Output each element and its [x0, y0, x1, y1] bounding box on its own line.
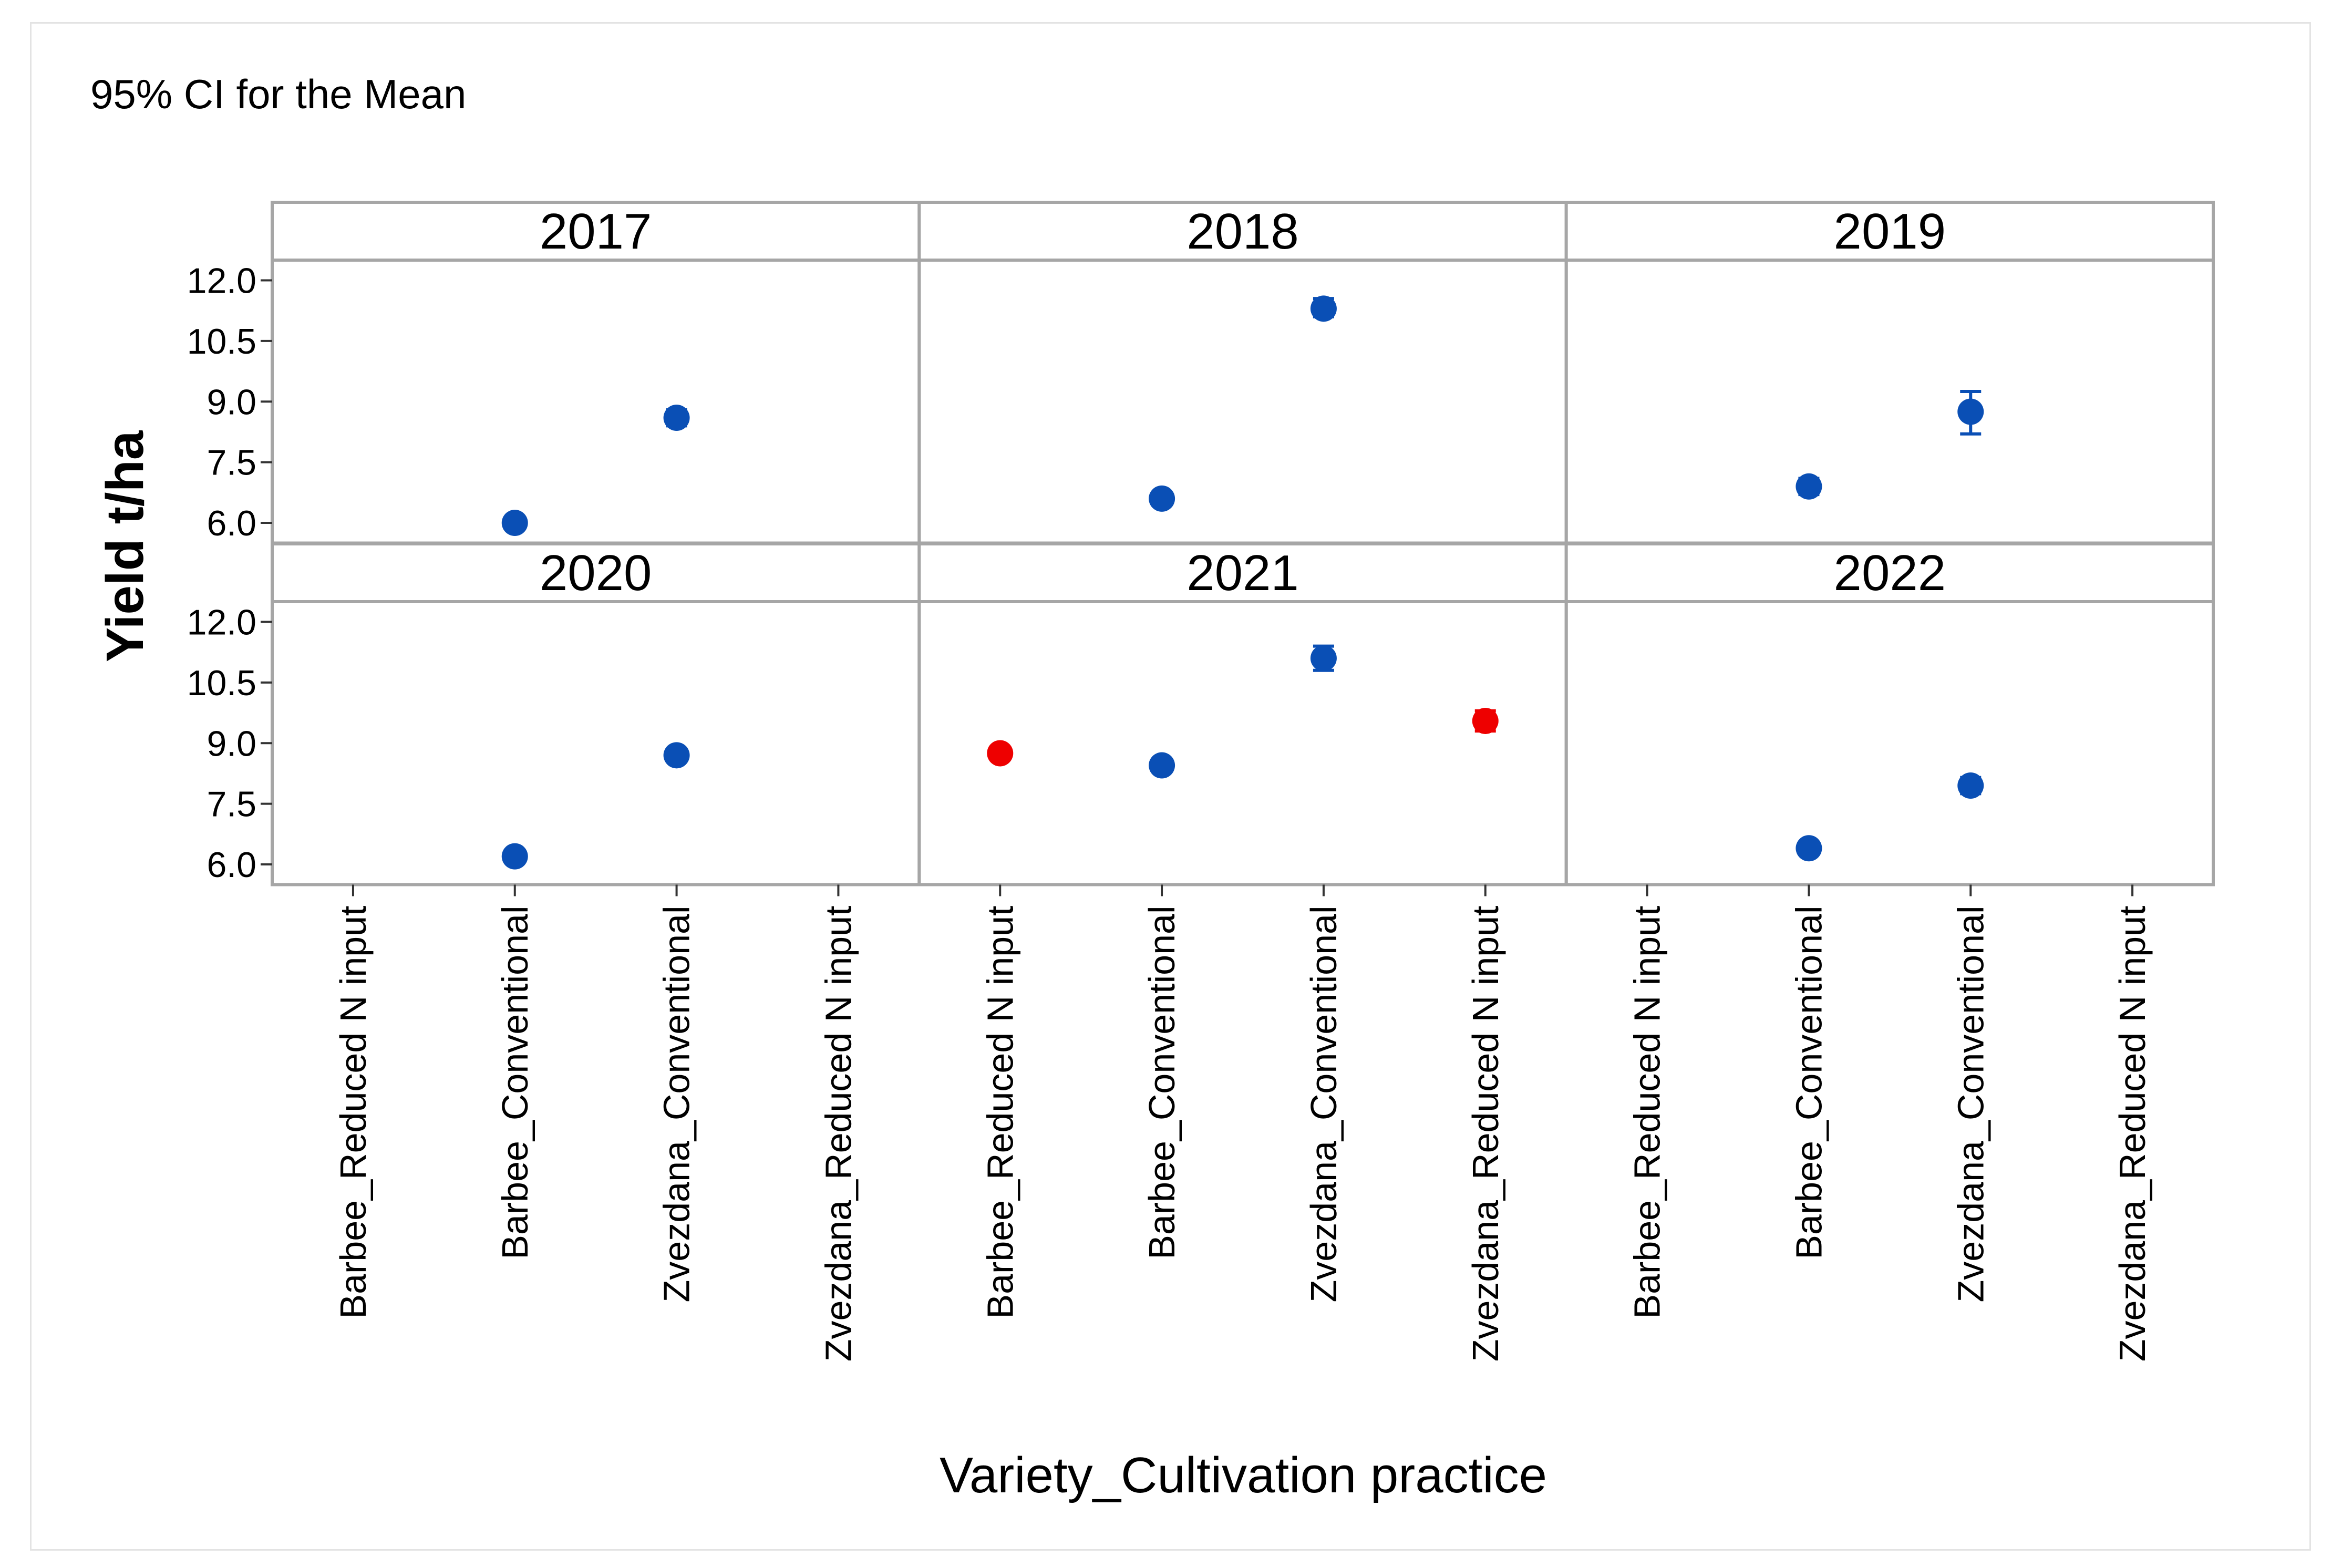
chart-title: 95% CI for the Mean	[90, 71, 466, 117]
mean-point	[501, 510, 528, 537]
panel-area	[917, 259, 1568, 545]
plot-layer: 2017 12.0 10.5 9.0 7.5 6.0 2018 2019 2020 12.0 10.…	[187, 201, 2215, 1362]
mean-point	[1149, 752, 1175, 779]
panel-strip	[1564, 201, 2215, 262]
x-tick-label: Barbee_Reduced N input	[979, 906, 1020, 1319]
panel-area	[1564, 600, 2215, 886]
mean-point	[663, 742, 690, 769]
panel-label: 2017	[540, 203, 652, 260]
panel-label: 2022	[1834, 545, 1946, 601]
y-tick-label: 7.5	[207, 785, 256, 824]
x-tick-label: Zvezdana_Conventional	[1950, 906, 1991, 1303]
mean-point	[501, 843, 528, 870]
y-tick-label: 12.0	[187, 602, 256, 642]
y-tick-label: 10.5	[187, 663, 256, 703]
x-tick-label: Zvezdana_Reduced N input	[1465, 906, 1506, 1362]
x-tick-label: Barbee_Reduced N input	[333, 906, 374, 1319]
mean-point	[1149, 485, 1175, 512]
mean-point	[1796, 835, 1822, 862]
mean-point	[1310, 645, 1337, 672]
y-tick-label: 9.0	[207, 724, 256, 764]
y-tick-label: 6.0	[207, 503, 256, 543]
mean-point	[1957, 772, 1984, 799]
panel-area	[271, 259, 921, 545]
y-tick-label: 6.0	[207, 845, 256, 885]
mean-point	[987, 740, 1014, 767]
y-tick-label: 7.5	[207, 443, 256, 483]
panel-area	[1564, 259, 2215, 545]
x-tick-label: Zvezdana_Conventional	[656, 906, 697, 1303]
x-tick-label: Barbee_Conventional	[1788, 906, 1829, 1260]
x-tick-label: Zvezdana_Reduced N input	[2112, 906, 2153, 1362]
x-tick-label: Barbee_Reduced N input	[1627, 906, 1668, 1319]
panel-label: 2019	[1834, 203, 1946, 260]
mean-point	[1796, 473, 1822, 500]
y-tick-label: 12.0	[187, 261, 256, 301]
x-tick-label: Zvezdana_Reduced N input	[818, 906, 859, 1362]
mean-point	[1472, 707, 1499, 734]
panel-strip	[1564, 542, 2215, 603]
mean-point	[1957, 398, 1984, 425]
panel-label: 2021	[1187, 545, 1299, 601]
x-tick-label: Barbee_Conventional	[1141, 906, 1182, 1260]
mean-point	[663, 405, 690, 431]
panel-label: 2020	[540, 545, 652, 601]
panel-area	[271, 600, 921, 886]
y-axis-label: Yield t/ha	[96, 430, 154, 662]
x-tick-label: Barbee_Conventional	[494, 906, 535, 1260]
panel-strip	[271, 201, 921, 262]
x-tick-label: Zvezdana_Conventional	[1303, 906, 1344, 1303]
panel-area	[917, 600, 1568, 886]
mean-point	[1310, 295, 1337, 322]
x-axis-label: Variety_Cultivation practice	[940, 1447, 1547, 1503]
panel-label: 2018	[1187, 203, 1299, 260]
y-tick-label: 9.0	[207, 382, 256, 422]
y-tick-label: 10.5	[187, 322, 256, 362]
chart-frame	[30, 22, 2311, 1551]
